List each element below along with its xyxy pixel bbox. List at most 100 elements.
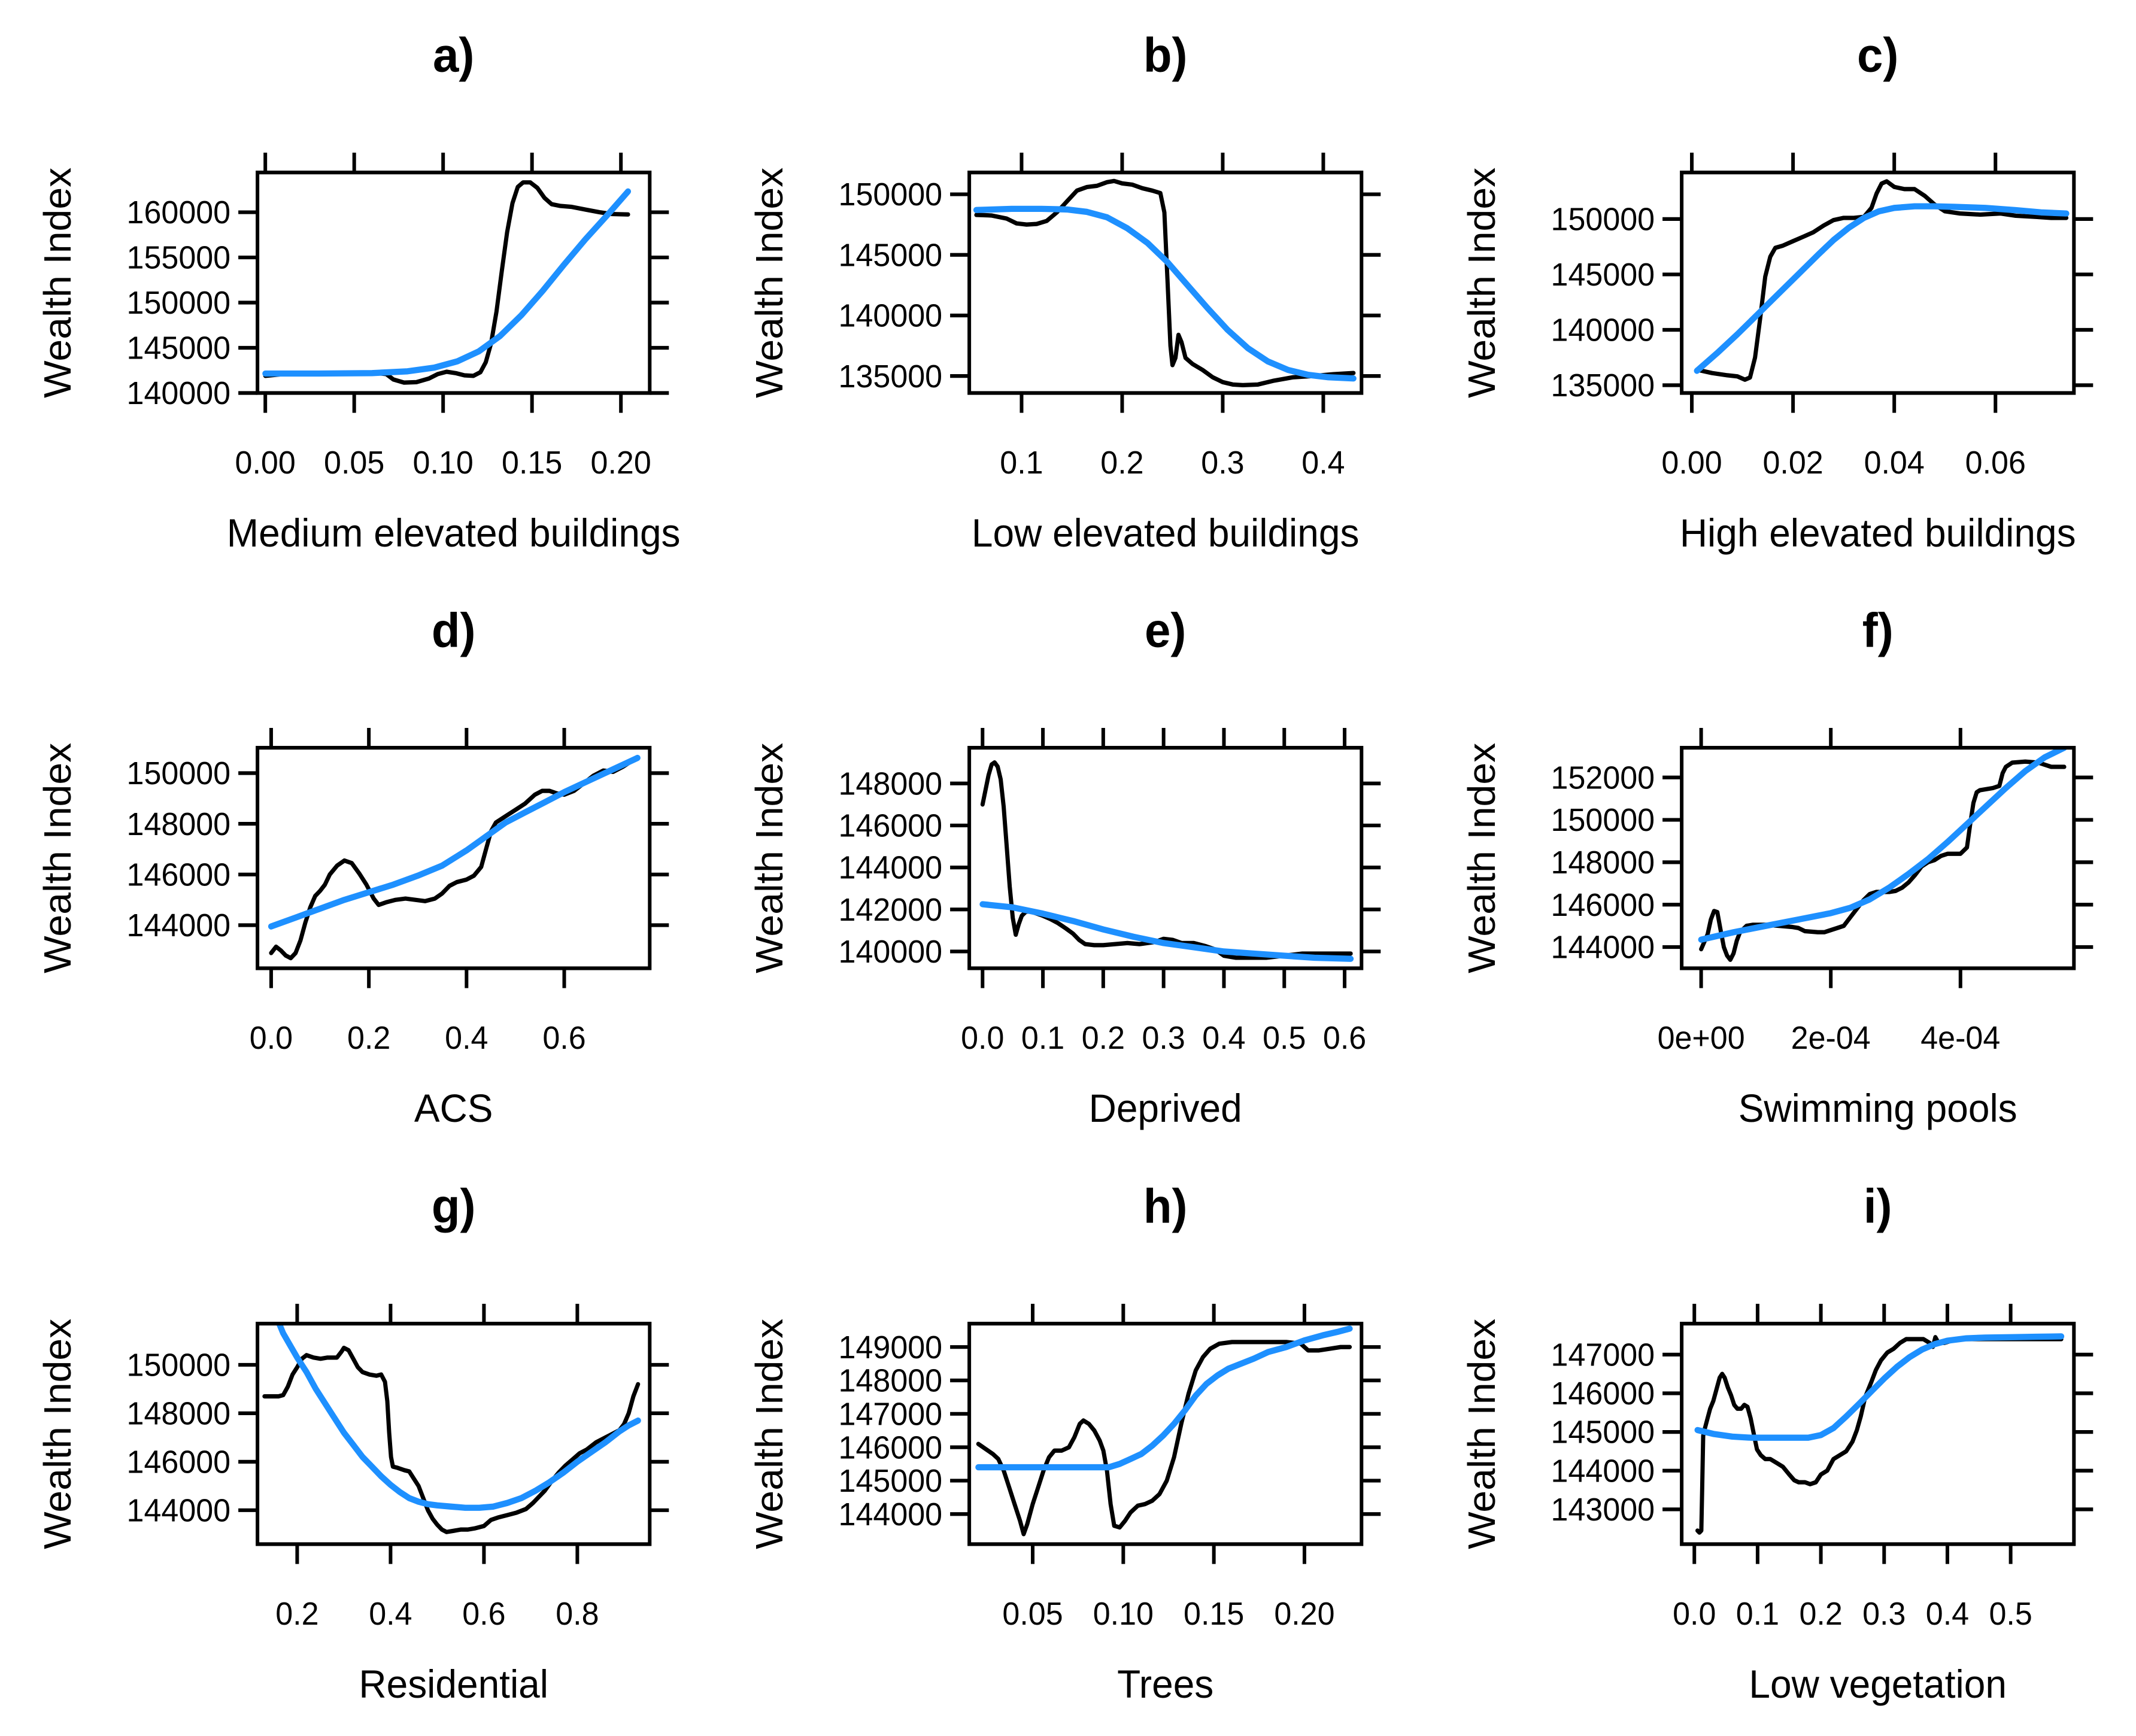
y-tick-label: 144000 bbox=[1551, 1453, 1655, 1489]
panel-d: 0.0 0.2 0.4 0.6 144000 146000 148000 150000 d) AC… bbox=[24, 585, 736, 1160]
x-tick-label: 0.20 bbox=[1275, 1596, 1335, 1632]
y-tick-label: 150000 bbox=[1551, 202, 1655, 238]
curves-group bbox=[1694, 179, 2070, 382]
chart-i: 0.0 0.1 0.2 0.3 0.4 0.5 1430001440001450001460… bbox=[1460, 1179, 2093, 1706]
x-tick-label: 0.2 bbox=[347, 1020, 390, 1056]
x-axis-label: Residential bbox=[359, 1662, 548, 1706]
y-tick-label: 150000 bbox=[127, 1347, 231, 1383]
panel-title: i) bbox=[1864, 1179, 1892, 1233]
panel-f: 0e+00 2e-04 4e-04 144000 146000 148000 150000 1… bbox=[1448, 585, 2136, 1160]
y-tick-label: 152000 bbox=[1551, 760, 1655, 796]
y-tick-label: 140000 bbox=[839, 934, 943, 970]
x-tick-label: 0.4 bbox=[1203, 1020, 1246, 1056]
x-tick-label: 0.3 bbox=[1202, 445, 1245, 481]
x-tick-label: 0.15 bbox=[502, 445, 562, 481]
panel-title: a) bbox=[433, 28, 474, 81]
y-tick-label: 144000 bbox=[839, 850, 943, 886]
plot-box bbox=[256, 171, 652, 395]
y-tick-label: 155000 bbox=[127, 240, 231, 276]
y-axis-label: Wealth Index bbox=[36, 1318, 79, 1549]
plot-box bbox=[1679, 746, 2076, 970]
pd-curve-black bbox=[974, 178, 1356, 387]
y-tick-label: 150000 bbox=[127, 756, 231, 792]
x-tick-label: 0.00 bbox=[235, 445, 296, 481]
panel-e: 0.0 0.1 0.2 0.3 0.4 0.5 0.6 140000 142000 144000 1… bbox=[736, 585, 1448, 1160]
y-tick-label: 140000 bbox=[127, 375, 231, 411]
curves-group bbox=[1698, 748, 2067, 963]
curves-group bbox=[1694, 1333, 2064, 1535]
x-tick-label: 0.1 bbox=[1021, 1020, 1064, 1056]
plot-box bbox=[967, 746, 1364, 970]
x-axis-label: ACS bbox=[414, 1086, 493, 1130]
curves-group bbox=[268, 755, 641, 961]
chart-e: 0.0 0.1 0.2 0.3 0.4 0.5 0.6 140000 142000 144000 1… bbox=[748, 603, 1381, 1131]
smooth-curve-blue bbox=[975, 1325, 1353, 1470]
y-tick-label: 144000 bbox=[127, 908, 231, 944]
x-tick-label: 0.8 bbox=[556, 1596, 599, 1632]
y-tick-label: 140000 bbox=[839, 298, 943, 334]
y-tick-label: 135000 bbox=[1551, 368, 1655, 403]
pd-curve-black bbox=[976, 1339, 1352, 1536]
x-axis-label: Swimming pools bbox=[1738, 1086, 2017, 1130]
plot-box bbox=[967, 171, 1364, 395]
x-axis-label: Medium elevated buildings bbox=[227, 511, 681, 555]
y-tick-label: 150000 bbox=[839, 177, 943, 213]
y-tick-label: 145000 bbox=[1551, 1414, 1655, 1450]
x-tick-label: 0.6 bbox=[542, 1020, 585, 1056]
y-tick-label: 145000 bbox=[839, 238, 943, 274]
chart-c: 0.00 0.02 0.04 0.06 135000 140000 145000 150000… bbox=[1460, 28, 2093, 555]
x-tick-label: 0.1 bbox=[1735, 1596, 1779, 1632]
smooth-curve-blue bbox=[275, 1323, 641, 1511]
y-tick-label: 143000 bbox=[1551, 1492, 1655, 1528]
x-tick-label: 4e-04 bbox=[1920, 1020, 2000, 1056]
x-tick-label: 0.10 bbox=[413, 445, 474, 481]
x-tick-label: 0.0 bbox=[1673, 1596, 1716, 1632]
y-tick-label: 148000 bbox=[1551, 845, 1655, 881]
y-tick-label: 145000 bbox=[127, 330, 231, 366]
x-tick-label: 0.0 bbox=[250, 1020, 293, 1056]
y-tick-label: 146000 bbox=[1551, 887, 1655, 923]
x-tick-label: 0.5 bbox=[1989, 1596, 2032, 1632]
x-tick-label: 0.4 bbox=[1925, 1596, 1968, 1632]
panel-h: 0.05 0.10 0.15 0.20 144000 145000 146000 147000… bbox=[736, 1161, 1448, 1736]
panel-title: e) bbox=[1145, 603, 1186, 657]
y-axis-label: Wealth Index bbox=[748, 1318, 791, 1549]
y-tick-label: 150000 bbox=[127, 285, 231, 321]
plot-box bbox=[256, 1321, 652, 1546]
x-tick-label: 0.06 bbox=[1965, 445, 2025, 481]
panel-title: h) bbox=[1143, 1179, 1188, 1233]
y-tick-label: 140000 bbox=[1551, 312, 1655, 348]
x-tick-label: 0.3 bbox=[1862, 1596, 1906, 1632]
y-axis-label: Wealth Index bbox=[36, 168, 79, 398]
y-tick-label: 146000 bbox=[1551, 1376, 1655, 1412]
x-axis-label: Low vegetation bbox=[1749, 1662, 2007, 1706]
pd-curve-black bbox=[263, 180, 630, 385]
x-tick-label: 0.05 bbox=[1003, 1596, 1063, 1632]
y-tick-label: 146000 bbox=[839, 1430, 943, 1465]
y-tick-label: 160000 bbox=[127, 195, 231, 230]
smooth-curve-blue bbox=[973, 205, 1357, 382]
pd-curve-black bbox=[262, 1345, 641, 1534]
x-axis-label: Trees bbox=[1117, 1662, 1213, 1706]
plot-box bbox=[1679, 1321, 2076, 1546]
y-tick-label: 144000 bbox=[839, 1497, 943, 1532]
y-tick-label: 145000 bbox=[1551, 257, 1655, 293]
curves-group bbox=[975, 1325, 1353, 1536]
panel-c: 0.00 0.02 0.04 0.06 135000 140000 145000 150000… bbox=[1448, 10, 2136, 585]
x-axis-label: Low elevated buildings bbox=[972, 511, 1360, 555]
y-tick-label: 145000 bbox=[839, 1463, 943, 1499]
figure-grid: 0.00 0.05 0.10 0.15 0.20 140000 145000 150000 15… bbox=[24, 10, 2136, 1706]
curves-group bbox=[262, 1323, 641, 1534]
panel-b: 0.1 0.2 0.3 0.4 135000 140000 145000 150000 b) Lo… bbox=[736, 10, 1448, 585]
panel-title: g) bbox=[432, 1179, 476, 1233]
x-tick-label: 0.5 bbox=[1263, 1020, 1306, 1056]
y-tick-label: 146000 bbox=[127, 1444, 231, 1480]
plot-box bbox=[1679, 171, 2076, 395]
x-axis-label: Deprived bbox=[1089, 1086, 1242, 1130]
panel-title: f) bbox=[1862, 603, 1893, 657]
x-tick-label: 0.20 bbox=[591, 445, 651, 481]
x-tick-label: 0.6 bbox=[462, 1596, 505, 1632]
chart-h: 0.05 0.10 0.15 0.20 144000145000146000147000… bbox=[748, 1179, 1381, 1706]
x-tick-label: 0.10 bbox=[1093, 1596, 1154, 1632]
y-tick-label: 146000 bbox=[127, 857, 231, 893]
